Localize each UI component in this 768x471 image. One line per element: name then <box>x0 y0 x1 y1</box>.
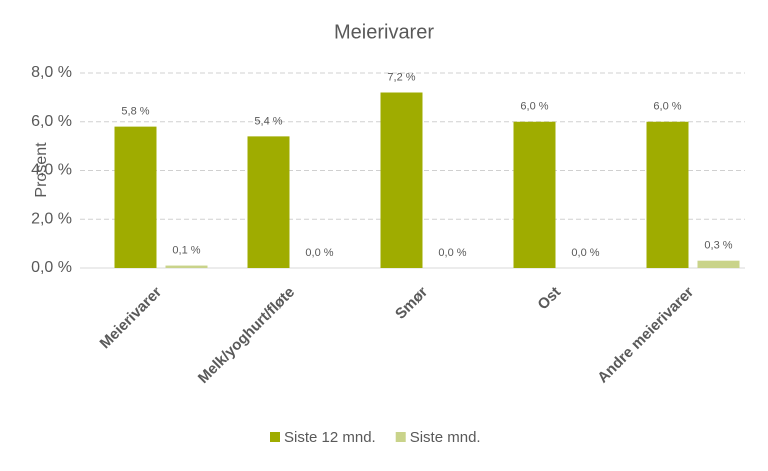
legend-label: Siste 12 mnd. <box>284 429 376 446</box>
value-label: 0,1 % <box>172 244 200 256</box>
x-tick-label: Meierivarer <box>97 284 166 353</box>
y-tick-label: 0,0 % <box>31 259 72 276</box>
value-label: 6,0 % <box>653 101 681 113</box>
value-label: 6,0 % <box>520 101 548 113</box>
x-tick-group: Melk/yoghurt/fløte <box>195 284 298 387</box>
value-label: 0,0 % <box>571 247 599 259</box>
value-label: 5,4 % <box>254 115 282 127</box>
value-label: 0,0 % <box>438 247 466 259</box>
legend-swatch <box>395 432 406 442</box>
y-tick-label: 4,0 % <box>31 162 72 179</box>
bar <box>380 92 423 268</box>
legend-swatch <box>270 432 280 442</box>
chart-title: Meierivarer <box>334 21 434 43</box>
y-tick-label: 8,0 % <box>31 64 72 81</box>
x-tick-group: Smør <box>392 284 431 323</box>
x-tick-label: Andre meierivarer <box>594 284 697 387</box>
bar <box>697 260 740 268</box>
value-label: 0,0 % <box>305 247 333 259</box>
bar <box>513 121 556 268</box>
bar <box>165 265 208 268</box>
value-label: 5,8 % <box>121 106 149 118</box>
bar <box>114 126 157 268</box>
x-tick-group: Ost <box>534 284 564 314</box>
value-label: 0,3 % <box>704 240 732 252</box>
bar <box>646 121 689 268</box>
x-tick-label: Smør <box>392 284 431 323</box>
legend-label: Siste mnd. <box>410 429 481 446</box>
x-tick-label: Ost <box>534 284 564 314</box>
y-tick-label: 6,0 % <box>31 113 72 130</box>
x-tick-label: Melk/yoghurt/fløte <box>195 284 298 387</box>
x-tick-group: Andre meierivarer <box>594 284 697 387</box>
y-axis-label: Prosent <box>33 142 50 198</box>
value-label: 7,2 % <box>387 71 415 83</box>
x-tick-group: Meierivarer <box>97 284 166 353</box>
bar <box>247 136 290 268</box>
y-tick-label: 2,0 % <box>31 210 72 227</box>
